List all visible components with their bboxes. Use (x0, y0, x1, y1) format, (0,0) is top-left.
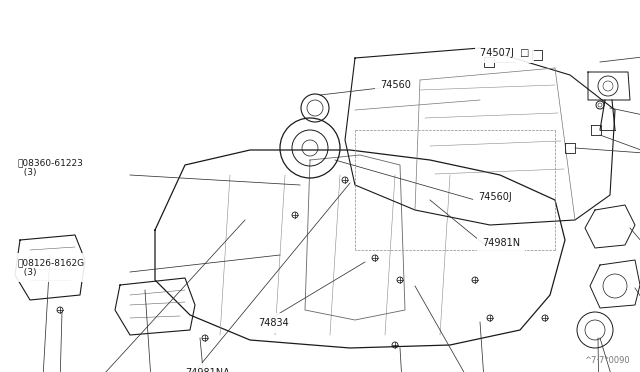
Text: Ⓜ08360-61223
  (3): Ⓜ08360-61223 (3) (18, 158, 84, 177)
Text: 74834: 74834 (258, 318, 289, 328)
Text: 74981N: 74981N (482, 238, 520, 248)
Text: 74507J  □: 74507J □ (480, 48, 529, 58)
Text: ^7·7*0090: ^7·7*0090 (584, 356, 630, 365)
Text: ⒲08126-8162G
  (3): ⒲08126-8162G (3) (18, 258, 85, 278)
Text: 74981NA: 74981NA (185, 368, 230, 372)
Text: 74560: 74560 (380, 80, 411, 90)
Text: 74560J: 74560J (478, 192, 512, 202)
